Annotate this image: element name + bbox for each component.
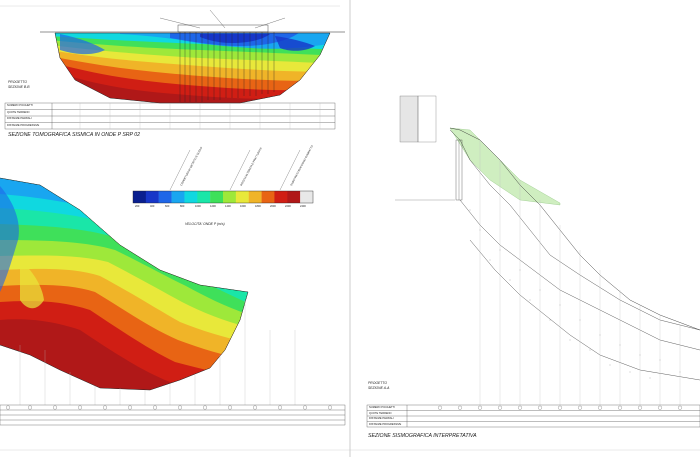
legend-label: VELOCITA' ONDE P (m/s) [185,222,225,226]
top-project-label: PROGETTO [8,80,27,84]
bottom-row-4: DISTANZE PROGRESSIVE [369,422,402,426]
legend-tick-label: 600 [165,205,170,208]
legend-tick-label: 1600 [240,205,246,208]
legend-swatch [158,191,172,203]
legend-swatch [171,191,185,203]
top-section-title: SEZIONE TOMOGRAFICA SISMICA IN ONDE P SR… [8,132,141,138]
left-bottom-table [0,404,346,426]
top-row-3: DISTANZE PARZIALI [7,117,32,120]
legend-swatch [287,191,301,203]
bottom-row-2: QUOTE TERRENO [369,411,392,415]
right-table-markers [438,405,682,410]
legend-tick-label: 1400 [225,205,231,208]
legend-tick-label: 1200 [210,205,216,208]
legend-tick-label: 400 [150,205,155,208]
legend-tick-label: 2400 [300,205,306,208]
legend-swatch [145,191,159,203]
top-row-1: NUMERO PICCHETTI [7,104,33,107]
legend-swatch [274,191,288,203]
bottom-row-1: NUMERO PICCHETTI [369,406,395,409]
top-velocity-field [55,33,330,103]
velocity-legend-bar [133,191,314,203]
top-row-2: QUOTE TERRENO [7,110,30,114]
interpretive-section [395,95,700,405]
bottom-row-3: DISTANZE PARZIALI [369,417,394,420]
legend-swatch [235,191,249,203]
legend-tick-label: 800 [180,205,185,208]
main-velocity-field [0,178,248,390]
legend-tick-label: 200 [135,205,140,208]
legend-tick-label: 1800 [255,205,261,208]
legend-swatch [197,191,211,203]
legend-swatch [210,191,224,203]
legend-swatch [133,191,147,203]
left-table-markers [6,405,332,410]
top-section-label: SEZIONE B-B [8,85,30,89]
legend-tick-label: 2000 [270,205,276,208]
top-borehole-lines [179,32,275,102]
bottom-project-label: PROGETTO [368,381,387,385]
legend-swatch [300,191,314,203]
legend-swatch [248,191,262,203]
legend-swatch [223,191,237,203]
bottom-section-label: SEZIONE A-A [368,386,390,390]
right-bottom-table [366,404,700,428]
legend-tick-label: 1000 [195,205,201,208]
legend-tick-label: 2200 [285,205,291,208]
legend-swatch [261,191,275,203]
legend-swatch [184,191,198,203]
main-grid-lines [19,300,296,405]
bottom-section-title: SEZIONE SISMOGRAFICA INTERPRETATIVA [368,433,477,439]
top-row-4: DISTANZE PROGRESSIVE [7,123,40,127]
